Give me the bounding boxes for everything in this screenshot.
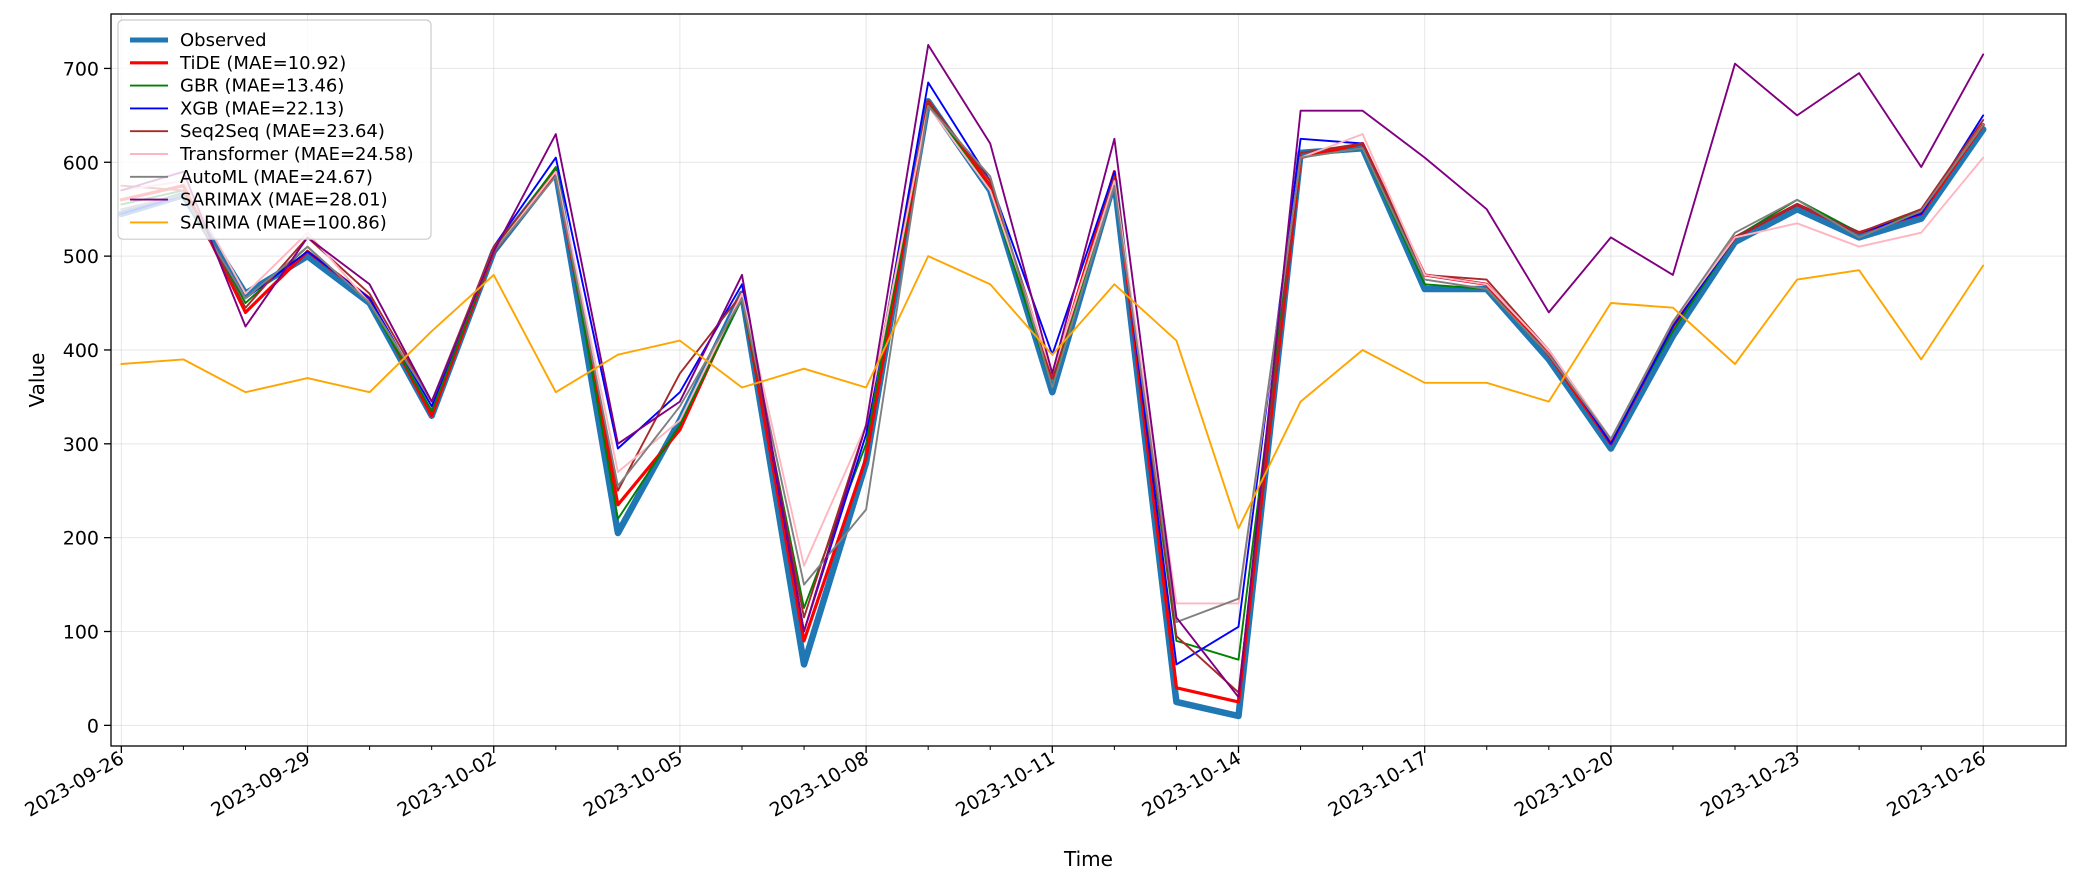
legend-entry-sarimax: SARIMAX (MAE=28.01) — [180, 190, 388, 211]
y-tick-label: 100 — [63, 622, 99, 644]
y-axis-ticks: 0 100 200 300 400 500 600 700 — [63, 58, 111, 737]
series-line-sarimax — [120, 44, 1985, 699]
y-tick-label: 500 — [63, 246, 99, 268]
legend-entry-seq2seq: Seq2Seq (MAE=23.64) — [180, 121, 385, 142]
legend-box — [117, 19, 432, 240]
y-tick-label: 200 — [63, 528, 99, 550]
y-axis-label: Value — [25, 353, 49, 408]
y-tick-label: 0 — [87, 715, 99, 737]
y-tick-label: 700 — [63, 58, 99, 80]
legend-entry-automl: AutoML (MAE=24.67) — [180, 167, 373, 188]
legend-entry-observed: Observed — [180, 30, 267, 51]
series-layer — [118, 44, 1987, 720]
y-tick-label: 400 — [63, 340, 99, 362]
series-line-sarima — [120, 255, 1985, 530]
legend-entry-transformer: Transformer (MAE=24.58) — [179, 144, 414, 165]
legend-entry-gbr: GBR (MAE=13.46) — [180, 76, 344, 97]
legend-entry-tide: TiDE (MAE=10.92) — [179, 53, 346, 74]
legend-entry-sarima: SARIMA (MAE=100.86) — [180, 212, 387, 233]
axes-frame — [110, 13, 2067, 747]
y-tick-label: 600 — [63, 152, 99, 174]
legend-entry-xgb: XGB (MAE=22.13) — [180, 98, 344, 119]
x-axis-label: Time — [1063, 847, 1113, 871]
y-tick-label: 300 — [63, 434, 99, 456]
